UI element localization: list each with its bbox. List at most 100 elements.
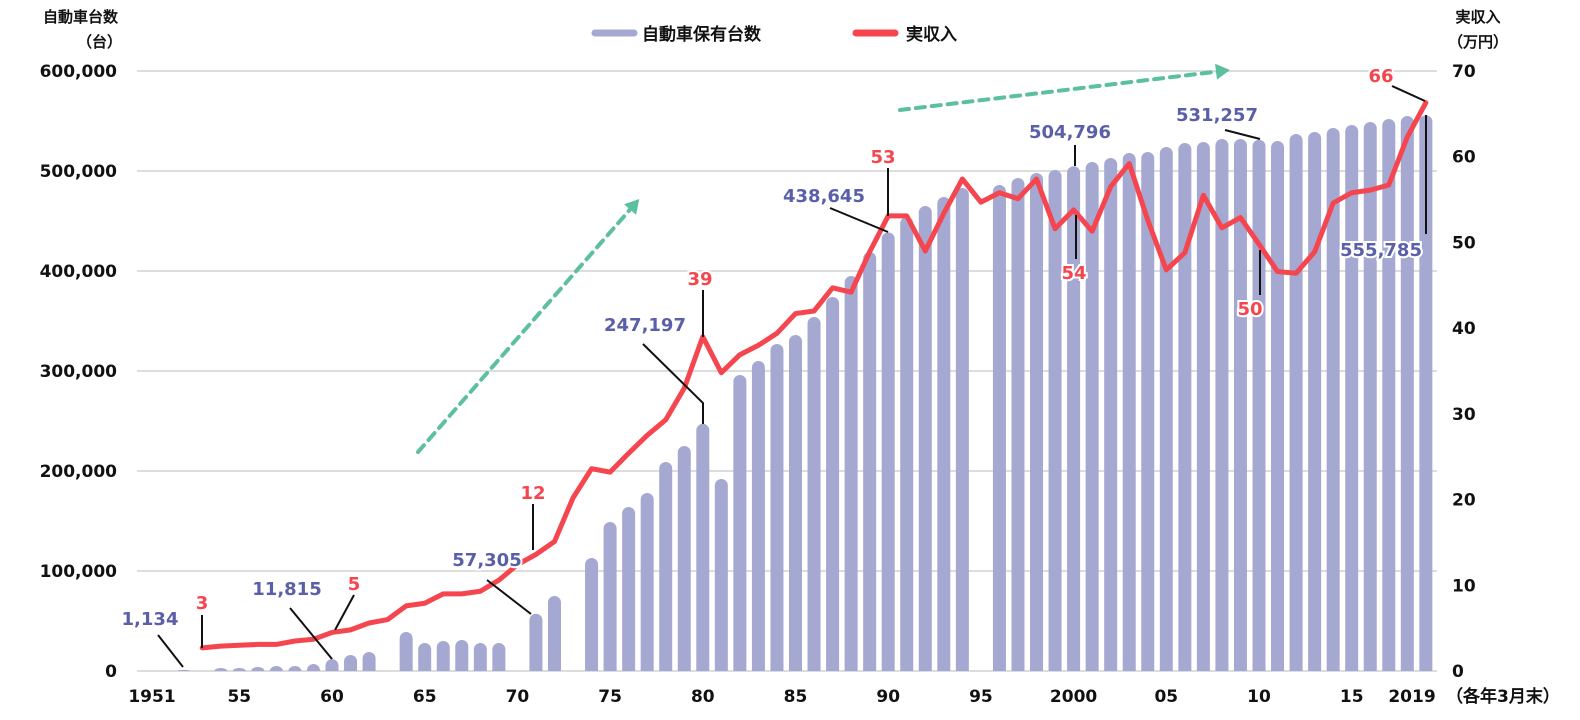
bar-2007 [1196,142,1210,672]
bar-1996 [992,185,1006,672]
bar-value-label: 11,815 [252,579,321,600]
bar-1975 [603,522,617,671]
bar-value-label: 504,796 [1029,122,1111,143]
legend: 自動車保有台数 実収入 [591,24,957,45]
income-value-label: 39 [687,269,712,290]
bar-1972 [547,596,561,671]
left-tick-label: 500,000 [40,162,118,182]
bar-2013 [1308,132,1322,671]
bar-2019 [1419,115,1433,671]
bar-2010 [1252,139,1266,671]
bar-value-label: 57,305 [452,550,521,571]
bar-1956 [251,667,265,671]
bar-2015 [1345,125,1359,672]
legend-bar-label: 自動車保有台数 [642,24,762,45]
bar-value-label: 1,134 [122,609,179,630]
right-tick-label: 70 [1452,62,1476,82]
bar-1989 [863,252,877,672]
bar-1983 [751,361,765,671]
x-tick-label: 65 [413,687,437,707]
trend-arrow-head [1215,63,1230,80]
bar-2017 [1382,119,1396,672]
right-tick-label: 10 [1452,576,1476,596]
bar-2003 [1122,153,1136,671]
left-tick-label: 400,000 [40,262,118,282]
bar-1962 [362,652,376,671]
bar-1997 [1011,178,1025,672]
bar-1969 [492,643,506,671]
x-tick-label: 55 [227,687,251,707]
x-tick-label: 10 [1247,687,1271,707]
bar-1954 [214,668,228,671]
left-axis-unit: （台） [77,33,122,51]
bar-2009 [1233,139,1247,672]
x-tick-label: 70 [506,687,530,707]
left-tick-label: 0 [105,662,117,682]
annotation-leader [1224,129,1261,140]
bar-1974 [585,558,599,671]
left-tick-label: 100,000 [40,562,118,582]
annotation-leader [1391,85,1426,102]
bar-2002 [1104,158,1118,671]
bar-2000 [1067,166,1081,671]
income-value-label: 12 [520,483,545,504]
bar-1979 [677,446,691,671]
bar-1993 [937,197,951,671]
bar-2016 [1363,122,1377,672]
income-value-label: 5 [348,574,361,595]
bar-1986 [807,317,821,671]
bar-1999 [1048,170,1062,671]
annotation-leader [829,207,889,233]
x-tick-label: 2019 [1388,687,1435,707]
axes: 自動車台数 （台） 実収入 （万円） （各年3月末） 0 100,000 200,0… [40,8,1560,707]
left-tick-label: 300,000 [40,362,118,382]
line-series [199,100,1429,651]
annotations: 1,13411,81557,305247,197438,645504,79653… [120,64,1424,632]
income-value-label: 54 [1061,263,1086,284]
bar-value-label: 247,197 [604,315,686,336]
annotation-leader [334,594,355,631]
bar-1984 [770,344,784,671]
bar-1964 [399,632,413,671]
bar-2011 [1271,141,1285,671]
bar-1961 [344,655,358,671]
bar-1958 [288,666,302,671]
bar-1991 [900,217,914,672]
x-tick-label: 80 [691,687,715,707]
income-value-label: 50 [1237,299,1262,320]
right-axis-title: 実収入 [1455,8,1500,26]
right-tick-label: 60 [1452,148,1476,168]
bar-2012 [1289,134,1303,671]
bar-1985 [789,335,802,671]
trend-arrow-head [624,198,640,215]
bar-2014 [1326,128,1340,671]
bar-1987 [826,297,840,671]
trend-arrow-line [416,203,636,454]
bar-1988 [844,276,858,671]
right-tick-label: 30 [1452,405,1476,425]
x-tick-label: 05 [1154,687,1178,707]
bar-1971 [529,613,543,671]
x-tick-label: 90 [876,687,900,707]
annotation-leader [486,579,532,615]
bar-2004 [1141,152,1155,672]
gridlines [137,70,1437,672]
x-tick-label: 95 [969,687,993,707]
bar-1978 [659,462,673,671]
bar-1998 [1030,173,1044,671]
legend-line-label: 実収入 [906,24,957,45]
right-axis-unit: （万円） [1448,33,1508,51]
right-tick-label: 0 [1452,662,1464,682]
bar-1994 [955,188,969,672]
x-tick-label: 60 [320,687,344,707]
bar-1977 [640,493,654,671]
right-tick-label: 40 [1452,319,1476,339]
income-value-label: 3 [196,593,209,614]
x-tick-label: 15 [1340,687,1364,707]
right-tick-label: 20 [1452,491,1476,511]
x-tick-label: 2000 [1050,687,1097,707]
x-tick-label: 1951 [128,687,175,707]
x-tick-label: 85 [784,687,808,707]
bar-1955 [232,668,246,671]
trend-arrow-line [898,69,1224,112]
